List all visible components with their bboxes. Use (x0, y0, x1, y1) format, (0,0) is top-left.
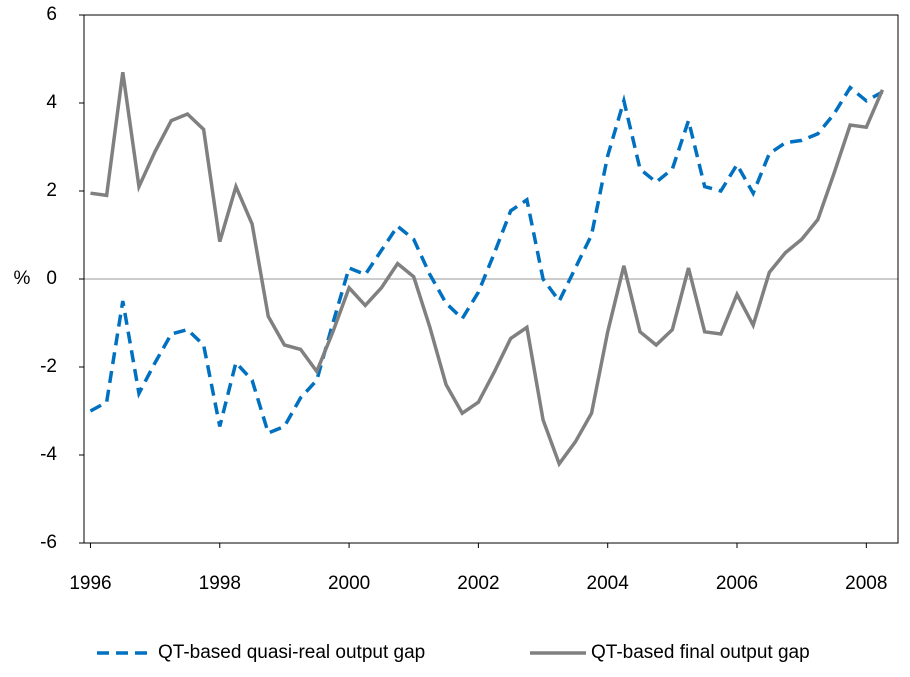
series-line (89, 84, 884, 436)
plot-frame (83, 14, 899, 544)
y-tick-label: -6 (40, 532, 57, 553)
series-line (90, 71, 885, 468)
y-tick-label: 0 (46, 268, 57, 289)
y-tick-label: 4 (46, 92, 57, 113)
x-tick-label: 1996 (69, 573, 111, 594)
y-tick-label: 6 (46, 4, 57, 25)
y-tick-label: 2 (46, 180, 57, 201)
legend-label: QT-based quasi-real output gap (158, 642, 425, 663)
y-tick-label: -2 (40, 356, 57, 377)
x-tick-label: 2008 (845, 573, 887, 594)
x-tick-label: 1998 (199, 573, 241, 594)
x-tick-label: 2000 (328, 573, 370, 594)
y-axis-label: % (14, 268, 31, 289)
legend-label: QT-based final output gap (591, 642, 810, 663)
x-tick-label: 2006 (716, 573, 758, 594)
x-tick-label: 2002 (457, 573, 499, 594)
x-tick-label: 2004 (587, 573, 630, 594)
y-tick-label: -4 (40, 444, 57, 465)
